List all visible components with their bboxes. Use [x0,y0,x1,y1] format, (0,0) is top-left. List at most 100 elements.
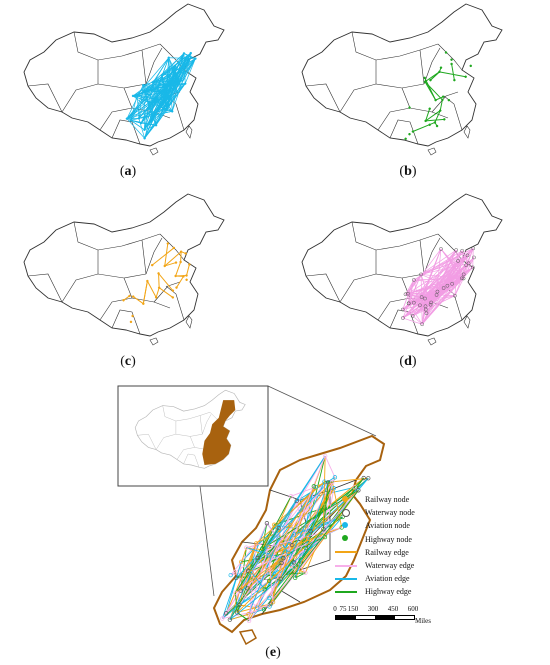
network-edge [294,490,359,579]
network-node [137,117,141,120]
network-edge [126,108,164,119]
network-node [142,302,145,305]
network-node [401,316,405,320]
network-node [411,130,415,133]
network-node [330,479,335,485]
network-edge [248,538,280,615]
network-edge [425,309,427,314]
network-node [356,488,361,493]
network-edge [158,287,174,298]
map-panel-c [0,190,260,350]
network-node [322,534,328,540]
network-node [128,294,131,298]
network-edge [264,567,295,590]
network-node [174,274,177,278]
network-edge [176,276,184,288]
caption-a: (a) [119,164,137,179]
network-edge [234,592,238,613]
network-node [224,611,229,616]
network-edge [126,85,144,119]
network-edge [402,309,413,317]
network-edge [151,247,175,266]
network-edge [293,507,326,535]
network-node [435,289,440,294]
network-edge [268,455,326,599]
hainan-island [149,147,159,156]
network-node [245,586,250,591]
network-node [246,618,252,624]
map-panel-a [0,0,260,160]
country-border [23,193,225,337]
inset-frame [117,385,269,487]
network-node [125,117,129,120]
network-edge [463,255,468,279]
network-node [174,71,177,75]
network-node [461,272,466,277]
network-edge [322,481,333,530]
network-node [266,553,271,558]
network-node [456,259,460,263]
network-node [239,559,244,565]
hainan-island [427,147,437,156]
network-node [286,550,291,556]
network-node [454,248,459,252]
network-node [444,51,448,54]
network-node [244,545,249,550]
network-edge [424,263,469,299]
network-node [410,314,415,318]
network-edge [408,279,415,304]
network-edge [158,273,174,291]
network-edge [420,248,474,275]
legend-item: Highway node [333,533,415,546]
network-node [182,52,186,55]
highway-node-icon [333,534,359,544]
network-node [292,565,297,570]
network-edge [413,250,463,303]
scale-tick: 600 [407,605,419,613]
legend-item: Railway node [333,493,415,506]
network-edge [246,547,284,559]
network-node [143,137,146,140]
network-edge [164,251,182,267]
network-edge [132,92,170,97]
province-border [401,87,411,109]
province-border [423,47,441,85]
scale-bar-segments [335,615,415,620]
network-edge [144,108,165,139]
network-node [450,58,453,61]
network-edge [425,118,445,122]
network-edge [235,527,280,594]
network-node [406,291,410,296]
network-node [266,570,272,575]
taiwan-island [185,315,193,329]
network-node [189,56,193,59]
network-edge [158,273,160,288]
network-edge [408,303,423,325]
country-border [23,3,225,147]
china-map-waterway [301,193,503,346]
network-node [264,521,270,526]
network-node [352,485,357,490]
network-node [131,295,135,298]
network-node [400,307,405,312]
province-border [153,281,181,303]
railway-edge-icon [333,547,359,557]
network-node [331,486,336,491]
network-node [182,275,185,278]
network-edge [130,80,176,121]
network-edge [322,482,329,530]
network-edge [161,57,170,76]
network-node [434,98,437,102]
network-node [154,123,158,127]
network-node [429,300,434,305]
network-edge [425,295,456,310]
network-edge [161,53,185,76]
caption-d: (d) [399,354,417,369]
network-node [220,616,225,621]
province-border [145,47,163,85]
legend-item: Railway edge [333,546,415,559]
network-node [428,123,431,127]
province-border [419,239,425,275]
waterway-network [400,246,476,327]
network-node [150,263,154,267]
